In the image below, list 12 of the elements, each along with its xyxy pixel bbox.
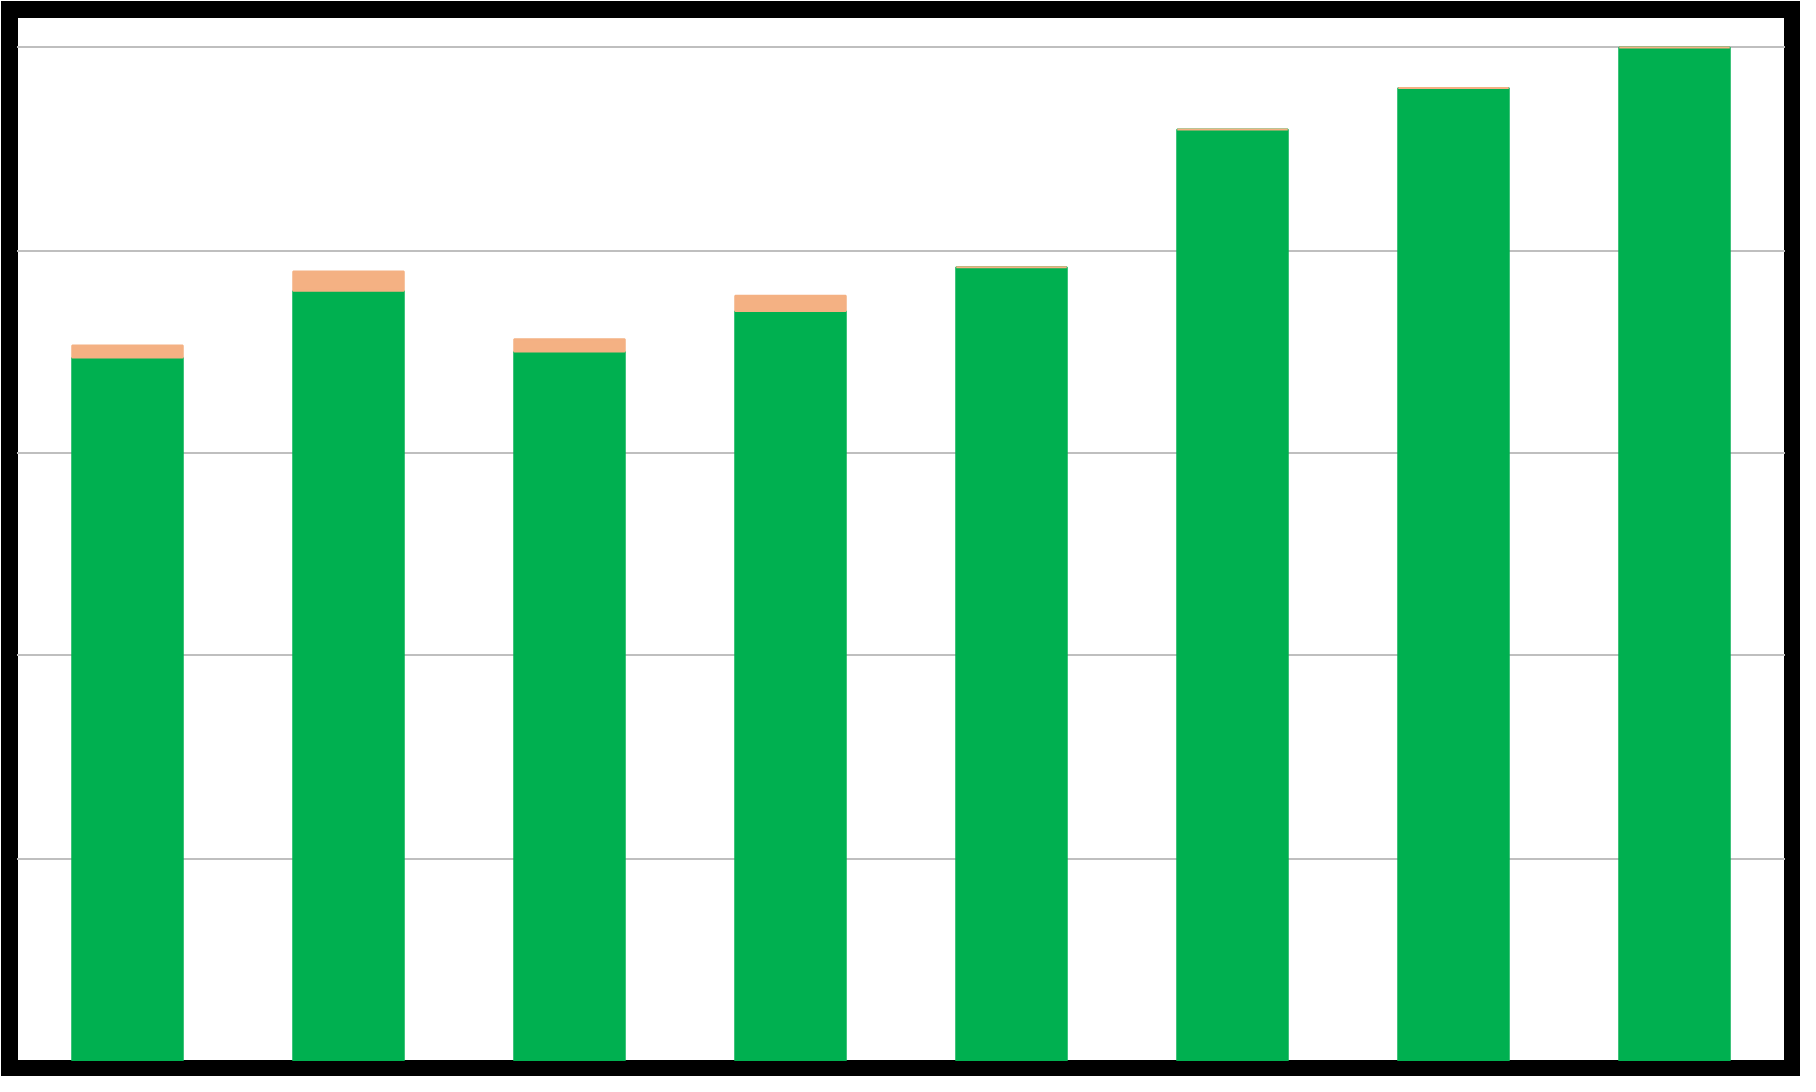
bar xyxy=(1618,46,1731,1061)
bar xyxy=(71,356,184,1061)
bar xyxy=(1397,86,1510,1061)
bar xyxy=(71,344,184,359)
bar xyxy=(513,350,626,1061)
bar xyxy=(734,309,847,1061)
bar xyxy=(292,270,405,292)
bar xyxy=(1176,128,1289,1061)
bar xyxy=(292,289,405,1061)
bar xyxy=(513,338,626,353)
bar xyxy=(955,266,1068,1061)
bar xyxy=(734,294,847,312)
